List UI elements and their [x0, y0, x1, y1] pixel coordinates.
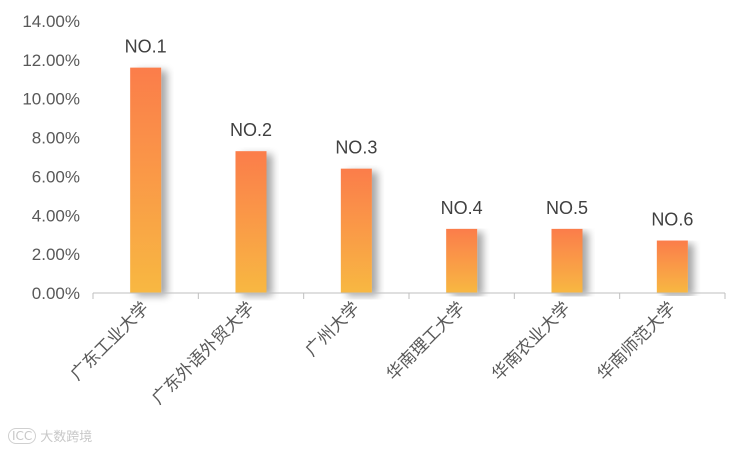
- bar: [130, 67, 162, 293]
- data-label: NO.2: [230, 120, 272, 140]
- x-tick-label: 华南农业大学: [488, 298, 574, 384]
- x-tick-label: 广东工业大学: [67, 298, 153, 384]
- bar: [235, 151, 267, 293]
- y-tick-label: 14.00%: [22, 12, 80, 31]
- y-tick-label: 10.00%: [22, 90, 80, 109]
- y-tick-label: 6.00%: [32, 167, 80, 186]
- x-tick-label: 华南理工大学: [383, 298, 469, 384]
- data-label: NO.6: [651, 210, 693, 230]
- y-tick-label: 0.00%: [32, 284, 80, 303]
- y-tick-label: 8.00%: [32, 129, 80, 148]
- bars: [130, 67, 688, 293]
- bar: [446, 228, 478, 293]
- x-tick-label: 广东外语外贸大学: [148, 298, 258, 408]
- bar: [656, 240, 688, 293]
- data-label: NO.4: [441, 198, 483, 218]
- x-tick-label: 华南师范大学: [594, 298, 680, 384]
- data-label: NO.3: [335, 138, 377, 158]
- watermark: ICC 大数跨境: [8, 426, 92, 445]
- data-label: NO.5: [546, 198, 588, 218]
- x-tick-label: 广州大学: [302, 298, 364, 360]
- bar: [551, 228, 583, 293]
- watermark-logo-icon: ICC: [8, 427, 37, 444]
- y-tick-label: 4.00%: [32, 206, 80, 225]
- y-tick-label: 12.00%: [22, 51, 80, 70]
- data-labels: NO.1 NO.2 NO.3 NO.4 NO.5 NO.6: [125, 37, 694, 230]
- data-label: NO.1: [125, 37, 167, 57]
- watermark-text: 大数跨境: [40, 430, 93, 445]
- y-axis-ticks: 0.00% 2.00% 4.00% 6.00% 8.00% 10.00% 12.00% 14.…: [22, 12, 80, 303]
- x-axis: [92, 292, 726, 299]
- bar: [340, 168, 372, 293]
- y-tick-label: 2.00%: [32, 245, 80, 264]
